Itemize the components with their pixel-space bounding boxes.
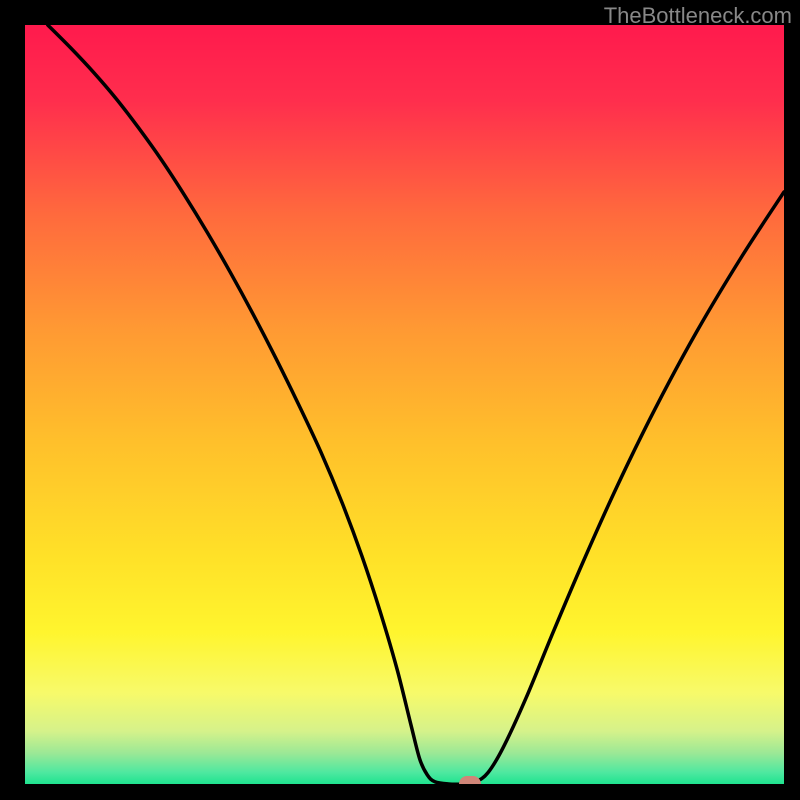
chart-plot-area [25,25,784,784]
bottleneck-curve [25,25,784,784]
optimal-point-marker [459,776,481,784]
watermark-text: TheBottleneck.com [604,3,792,29]
